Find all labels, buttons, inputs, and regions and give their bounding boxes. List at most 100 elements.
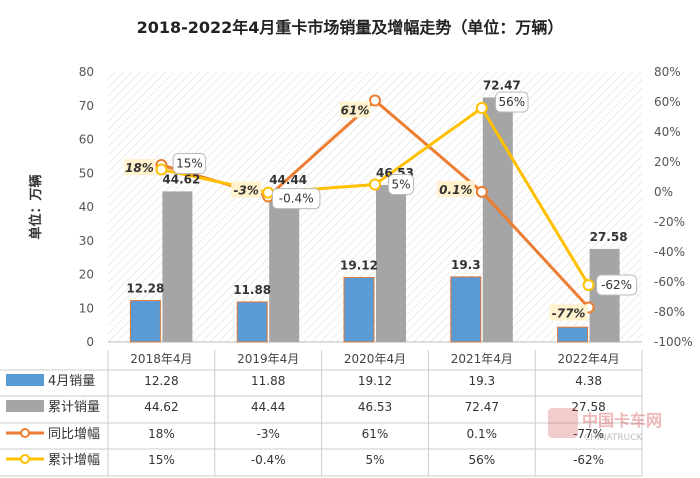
right-axis: -100% -80% -60% -40% -20% 0% 20% 40% 60% 80%	[654, 65, 693, 349]
yoy-label-bg	[231, 181, 262, 198]
legend-entry: 同比增幅	[48, 427, 100, 442]
yoy-label-bg	[340, 101, 370, 118]
table-cell: 19.3	[468, 374, 495, 388]
chart-title: 2018-2022年4月重卡市场销量及增幅走势（单位：万辆）	[136, 18, 564, 37]
category-label: 2021年4月	[451, 352, 513, 366]
cumulative-label-box	[388, 174, 414, 195]
cumulative-growth-point	[475, 102, 488, 114]
cumulative-growth-point	[582, 279, 595, 291]
y-tick-label: 30	[79, 234, 94, 248]
bar-monthly	[450, 276, 482, 343]
y-tick-label: 60	[79, 133, 94, 147]
table-cell: 4.38	[575, 374, 602, 388]
table-cell: 18%	[148, 427, 175, 441]
y2-tick-label: -20%	[654, 215, 685, 229]
category-label: 2020年4月	[344, 352, 406, 366]
table-cell: 5%	[365, 453, 384, 467]
cumulative-growth-point	[155, 163, 168, 176]
yoy-label-bg	[436, 180, 475, 197]
cumulative-label-box	[172, 153, 207, 174]
y2-tick-label: 20%	[654, 155, 681, 169]
bar-monthly-label: 11.88	[233, 283, 271, 297]
bar-cumulative-label: 44.62	[162, 172, 200, 186]
yoy-label-bg	[124, 159, 155, 175]
category-labels: 2018年4月 2019年4月 2020年4月 2021年4月 2022年4月	[130, 352, 619, 366]
y2-tick-label: 40%	[654, 125, 681, 139]
cumulative-growth-point	[369, 178, 381, 191]
bar-monthly-label: 19.12	[340, 258, 378, 272]
y2-tick-label: -80%	[654, 305, 685, 319]
legend-swatch	[6, 374, 44, 386]
table-cell: 19.12	[358, 374, 392, 388]
category-label: 2022年4月	[558, 352, 620, 366]
left-axis: 0 10 20 30 40 50 60 70 80 单位：万辆	[28, 65, 94, 349]
table-cell: 0.1%	[467, 427, 498, 441]
y-tick-label: 0	[86, 335, 94, 349]
plot-hatch	[108, 72, 642, 342]
data-table: 4月销量 12.28 11.88 19.12 19.3 4.38 累计销量 44.62 44.4…	[0, 350, 643, 477]
table-cell: -77%	[573, 427, 604, 441]
cumulative-label-box	[596, 274, 638, 296]
yoy-label-bg	[549, 304, 588, 321]
y2-tick-label: -60%	[654, 275, 685, 289]
cumulative-growth-point	[262, 186, 275, 199]
data-labels: 12.2844.6211.8844.4419.1246.5319.372.474…	[124, 78, 638, 322]
yoy-label: 61%	[341, 104, 370, 118]
y-tick-label: 50	[79, 166, 94, 180]
y-tick-label: 70	[79, 99, 94, 113]
category-label: 2019年4月	[237, 352, 299, 366]
table-cell: 44.62	[144, 400, 178, 414]
bar-cumulative-label: 27.58	[590, 230, 628, 244]
bar-monthly-label: 19.3	[451, 258, 481, 272]
yoy-growth-point	[369, 94, 381, 107]
cumulative-label-box	[271, 188, 321, 210]
y-tick-label: 80	[79, 65, 94, 79]
watermark-logo-text: 中国卡车网	[582, 411, 662, 430]
y2-tick-label: -100%	[654, 335, 693, 349]
legend-marker	[20, 428, 30, 438]
y2-tick-label: -40%	[654, 245, 685, 259]
bar-monthly	[343, 276, 375, 343]
y2-tick-label: 80%	[654, 65, 681, 79]
bar-cumulative	[162, 191, 193, 342]
legend-marker	[20, 454, 30, 464]
table-cell: -62%	[573, 453, 604, 467]
table-cell: 72.47	[465, 400, 499, 414]
yoy-label: 18%	[125, 161, 154, 175]
yoy-label: -77%	[552, 307, 586, 321]
table-cell: 15%	[148, 453, 175, 467]
bar-monthly-label: 12.28	[126, 282, 164, 296]
plot-area	[108, 72, 642, 343]
legend-entry: 累计销量	[48, 400, 100, 415]
watermark-logo: 中国卡车网 CHINATRUCK	[548, 408, 662, 443]
cumulative-label: 56%	[498, 95, 525, 109]
y-tick-label: 10	[79, 301, 94, 315]
table-cell: 27.58	[571, 400, 605, 414]
yoy-label: 0.1%	[439, 183, 472, 197]
table-cell: 46.53	[358, 400, 392, 414]
table-cell: -3%	[257, 427, 280, 441]
cumulative-label: -62%	[601, 278, 632, 292]
bar-series	[129, 97, 620, 343]
table-cell: 12.28	[144, 374, 178, 388]
cumulative-label: 5%	[391, 178, 410, 192]
truck-logo-icon	[548, 408, 578, 438]
y2-tick-label: 0%	[654, 185, 673, 199]
table-cell: -0.4%	[251, 453, 286, 467]
bar-cumulative	[376, 184, 406, 342]
bar-monthly	[129, 300, 161, 343]
bar-monthly	[236, 301, 268, 343]
table-cell: 44.44	[251, 400, 285, 414]
legend-entry: 4月销量	[48, 374, 95, 389]
table-cell: 11.88	[251, 374, 285, 388]
y-axis-label: 单位：万辆	[28, 174, 44, 239]
cumulative-label: 15%	[176, 157, 203, 171]
table-cell: 56%	[468, 453, 495, 467]
bar-monthly	[557, 326, 589, 343]
legend-entry: 累计增幅	[48, 453, 100, 468]
watermark-sub-text: CHINATRUCK	[584, 433, 644, 443]
table-cell: 61%	[362, 427, 389, 441]
cumulative-label: -0.4%	[279, 192, 314, 206]
y2-tick-label: 60%	[654, 95, 681, 109]
